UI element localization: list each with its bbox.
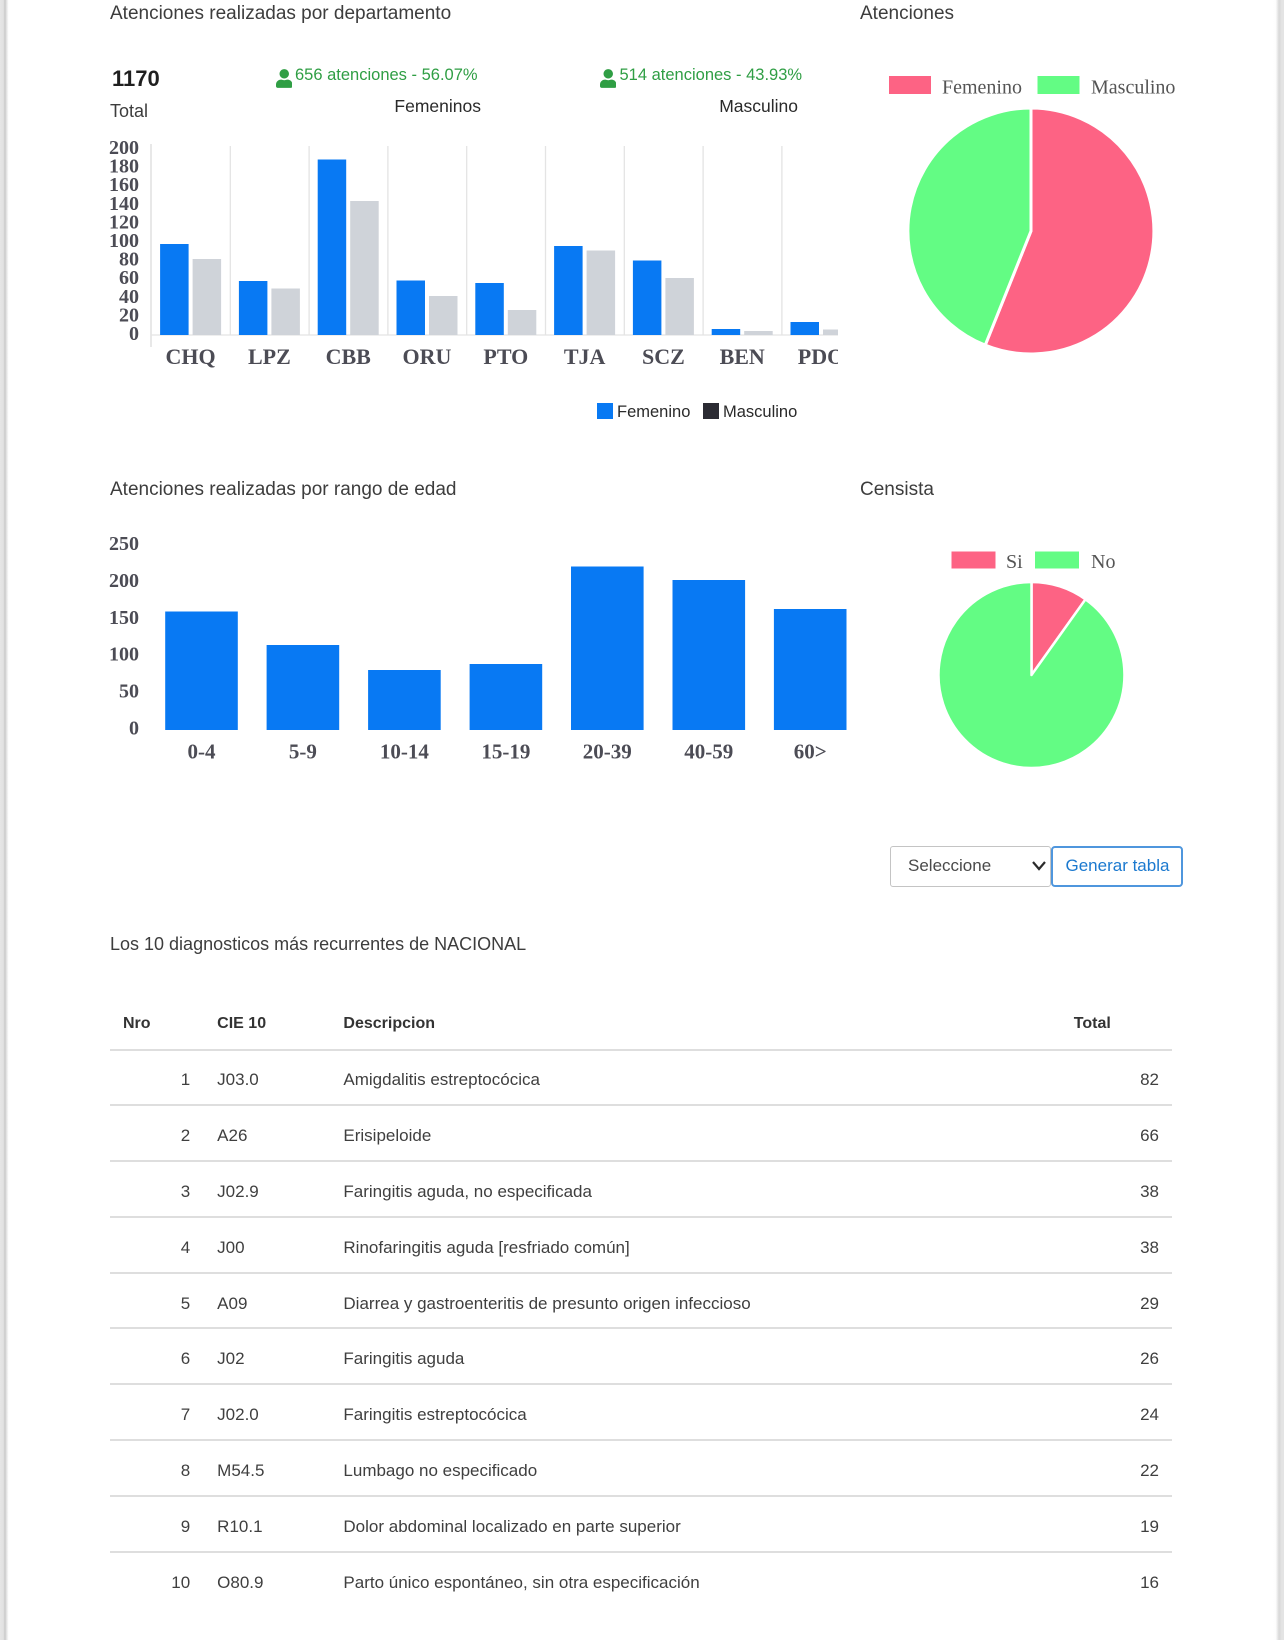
svg-text:LPZ: LPZ [248, 344, 291, 369]
svg-text:20: 20 [119, 304, 139, 326]
svg-text:140: 140 [109, 193, 139, 215]
svg-text:100: 100 [109, 230, 139, 252]
svg-text:40: 40 [119, 286, 139, 308]
svg-text:BEN: BEN [720, 344, 765, 369]
svg-text:CHQ: CHQ [166, 344, 216, 369]
svg-text:PTO: PTO [483, 344, 528, 369]
svg-text:20-39: 20-39 [583, 740, 632, 764]
svg-text:Masculino: Masculino [1091, 77, 1175, 99]
svg-text:CBB: CBB [326, 344, 372, 369]
svg-text:150: 150 [109, 607, 139, 629]
svg-text:60>: 60> [794, 740, 827, 764]
svg-text:100: 100 [109, 644, 139, 666]
svg-text:No: No [1091, 551, 1115, 573]
svg-text:Femenino: Femenino [942, 77, 1022, 99]
svg-text:160: 160 [109, 174, 139, 196]
svg-text:200: 200 [109, 137, 139, 159]
svg-text:80: 80 [119, 249, 139, 271]
svg-text:120: 120 [109, 211, 139, 233]
svg-text:250: 250 [109, 533, 139, 555]
svg-text:40-59: 40-59 [684, 740, 733, 764]
svg-text:0: 0 [129, 323, 139, 345]
svg-text:5-9: 5-9 [289, 740, 317, 764]
svg-text:Si: Si [1006, 551, 1023, 573]
svg-text:60: 60 [119, 267, 139, 289]
svg-text:SCZ: SCZ [642, 344, 685, 369]
svg-text:50: 50 [119, 681, 139, 703]
svg-text:ORU: ORU [403, 344, 452, 369]
svg-text:200: 200 [109, 570, 139, 592]
svg-text:PDO: PDO [798, 344, 838, 369]
svg-text:0: 0 [129, 718, 139, 740]
svg-text:15-19: 15-19 [481, 740, 530, 764]
svg-text:0-4: 0-4 [188, 740, 216, 764]
svg-text:TJA: TJA [564, 344, 606, 369]
svg-text:10-14: 10-14 [380, 740, 429, 764]
svg-text:180: 180 [109, 156, 139, 178]
